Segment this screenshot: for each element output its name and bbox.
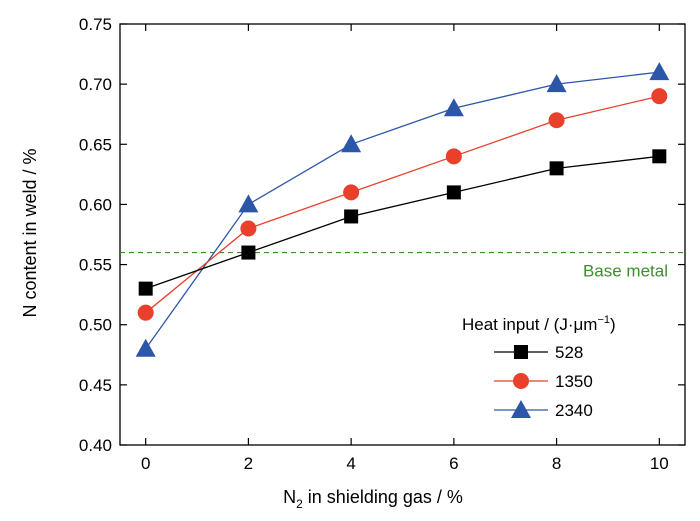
legend-marker-528 [514, 345, 528, 359]
x-tick-label-0: 0 [141, 454, 150, 473]
legend-label-1350: 1350 [555, 372, 593, 391]
y-tick-label-3: 0.55 [79, 256, 112, 275]
x-tick-label-8: 8 [552, 454, 561, 473]
x-tick-label-10: 10 [650, 454, 669, 473]
point-528-x4 [344, 209, 359, 224]
point-528-x6 [446, 185, 461, 200]
point-2340-x6 [443, 98, 464, 117]
x-axis-label-prefix: N [283, 487, 296, 507]
x-tick-label-6: 6 [449, 454, 458, 473]
legend-marker-1350 [513, 373, 529, 389]
point-1350-x10 [651, 88, 668, 105]
x-axis-label: N2 in shielding gas / % [283, 487, 463, 511]
point-528-x0 [138, 281, 153, 296]
point-1350-x0 [137, 304, 154, 321]
point-2340-x2 [238, 194, 259, 213]
point-1350-x6 [445, 148, 462, 165]
point-2340-x10 [649, 62, 670, 81]
legend-title-close: ) [610, 315, 616, 334]
y-tick-label-1: 0.45 [79, 376, 112, 395]
point-2340-x8 [546, 74, 567, 93]
legend-label-528: 528 [555, 343, 583, 362]
point-528-x8 [549, 161, 564, 176]
legend-title: Heat input / (J·μm−1) [462, 314, 616, 334]
plot-area-frame [119, 23, 686, 446]
point-1350-x8 [548, 112, 565, 129]
y-tick-label-7: 0.75 [79, 15, 112, 34]
x-tick-label-2: 2 [244, 454, 253, 473]
series-line-1350 [145, 95, 660, 314]
series-line-2340 [145, 71, 660, 350]
x-axis-label-suffix: in shielding gas / % [303, 487, 463, 507]
point-528-x2 [241, 245, 256, 260]
series-line-528 [145, 155, 660, 290]
base-metal-label: Base metal [583, 262, 668, 281]
legend-marker-2340 [511, 400, 531, 418]
point-528-x10 [652, 149, 667, 164]
y-tick-label-6: 0.70 [79, 75, 112, 94]
y-tick-label-0: 0.40 [79, 436, 112, 455]
legend-title-main: Heat input / (J·μm [462, 315, 597, 334]
y-tick-label-5: 0.65 [79, 135, 112, 154]
point-1350-x4 [343, 184, 360, 201]
y-axis-label: N content in weld / % [20, 148, 40, 317]
x-tick-label-4: 4 [346, 454, 355, 473]
point-2340-x4 [341, 134, 362, 153]
y-tick-label-4: 0.60 [79, 195, 112, 214]
legend-title-superscript: −1 [597, 314, 610, 326]
point-1350-x2 [240, 220, 257, 237]
point-2340-x0 [135, 338, 156, 357]
x-axis-label-subscript: 2 [296, 497, 303, 511]
y-tick-label-2: 0.50 [79, 316, 112, 335]
legend-label-2340: 2340 [555, 401, 593, 420]
